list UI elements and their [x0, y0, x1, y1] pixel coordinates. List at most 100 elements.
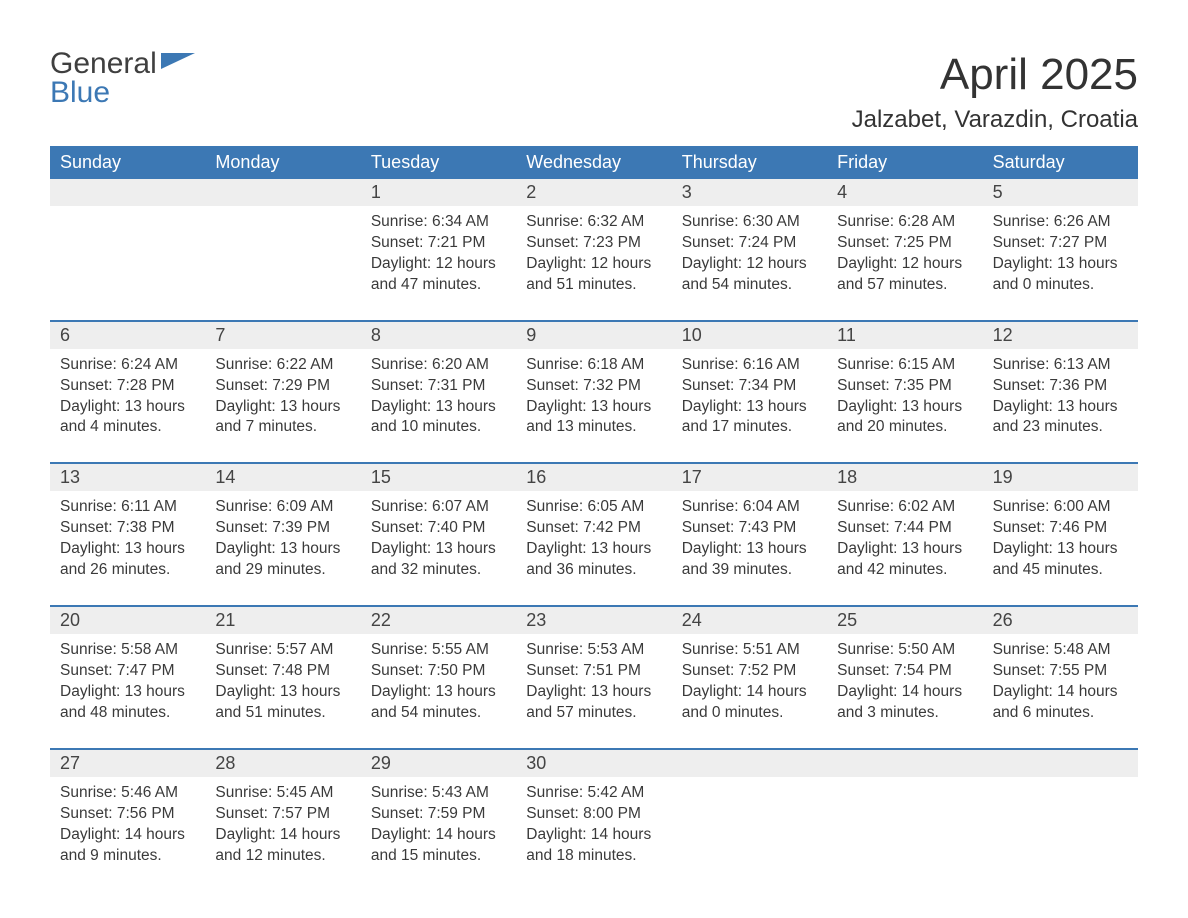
calendar: Sunday Monday Tuesday Wednesday Thursday… — [50, 146, 1138, 870]
sunrise-text: Sunrise: 6:24 AM — [60, 355, 195, 376]
daylight-text: and 47 minutes. — [371, 275, 506, 296]
location-label: Jalzabet, Varazdin, Croatia — [852, 106, 1138, 134]
day-number: 6 — [50, 322, 205, 349]
day-cell: Sunrise: 5:42 AMSunset: 8:00 PMDaylight:… — [516, 777, 671, 871]
daylight-text: Daylight: 13 hours — [371, 397, 506, 418]
sunrise-text: Sunrise: 5:42 AM — [526, 783, 661, 804]
daylight-text: Daylight: 14 hours — [60, 825, 195, 846]
day-cell: Sunrise: 6:24 AMSunset: 7:28 PMDaylight:… — [50, 349, 205, 443]
month-title: April 2025 — [852, 50, 1138, 100]
sunrise-text: Sunrise: 6:16 AM — [682, 355, 817, 376]
dow-cell: Sunday — [50, 146, 205, 179]
sunset-text: Sunset: 7:39 PM — [215, 518, 350, 539]
daylight-text: Daylight: 14 hours — [215, 825, 350, 846]
daylight-text: and 0 minutes. — [993, 275, 1128, 296]
day-number — [827, 750, 982, 777]
day-cell: Sunrise: 6:30 AMSunset: 7:24 PMDaylight:… — [672, 206, 827, 300]
day-number: 17 — [672, 464, 827, 491]
daylight-text: and 48 minutes. — [60, 703, 195, 724]
sunset-text: Sunset: 7:29 PM — [215, 376, 350, 397]
daylight-text: and 9 minutes. — [60, 846, 195, 867]
daylight-text: Daylight: 13 hours — [526, 539, 661, 560]
day-number — [50, 179, 205, 206]
day-number: 14 — [205, 464, 360, 491]
sunrise-text: Sunrise: 5:50 AM — [837, 640, 972, 661]
dow-cell: Friday — [827, 146, 982, 179]
daylight-text: Daylight: 13 hours — [993, 397, 1128, 418]
daynum-row: 12345 — [50, 179, 1138, 206]
day-number: 13 — [50, 464, 205, 491]
daylight-text: Daylight: 12 hours — [837, 254, 972, 275]
sunset-text: Sunset: 7:54 PM — [837, 661, 972, 682]
sunrise-text: Sunrise: 5:48 AM — [993, 640, 1128, 661]
daylight-text: Daylight: 13 hours — [526, 397, 661, 418]
day-cell: Sunrise: 6:26 AMSunset: 7:27 PMDaylight:… — [983, 206, 1138, 300]
daylight-text: and 13 minutes. — [526, 417, 661, 438]
sunrise-text: Sunrise: 6:02 AM — [837, 497, 972, 518]
daylight-text: Daylight: 13 hours — [993, 539, 1128, 560]
day-number: 3 — [672, 179, 827, 206]
sunrise-text: Sunrise: 6:26 AM — [993, 212, 1128, 233]
logo-flag-icon — [161, 49, 195, 78]
sunrise-text: Sunrise: 6:22 AM — [215, 355, 350, 376]
week-row: 12345Sunrise: 6:34 AMSunset: 7:21 PMDayl… — [50, 179, 1138, 300]
day-number: 18 — [827, 464, 982, 491]
day-cell: Sunrise: 6:11 AMSunset: 7:38 PMDaylight:… — [50, 491, 205, 585]
day-cell: Sunrise: 6:09 AMSunset: 7:39 PMDaylight:… — [205, 491, 360, 585]
sunset-text: Sunset: 7:46 PM — [993, 518, 1128, 539]
daynum-row: 6789101112 — [50, 322, 1138, 349]
daylight-text: Daylight: 12 hours — [682, 254, 817, 275]
sunrise-text: Sunrise: 6:34 AM — [371, 212, 506, 233]
daylight-text: Daylight: 13 hours — [215, 682, 350, 703]
day-cell: Sunrise: 5:45 AMSunset: 7:57 PMDaylight:… — [205, 777, 360, 871]
daylight-text: and 15 minutes. — [371, 846, 506, 867]
day-cell: Sunrise: 6:28 AMSunset: 7:25 PMDaylight:… — [827, 206, 982, 300]
daylight-text: and 39 minutes. — [682, 560, 817, 581]
daylight-text: and 45 minutes. — [993, 560, 1128, 581]
day-cell: Sunrise: 5:50 AMSunset: 7:54 PMDaylight:… — [827, 634, 982, 728]
daylight-text: Daylight: 13 hours — [837, 397, 972, 418]
sunset-text: Sunset: 7:44 PM — [837, 518, 972, 539]
daylight-text: and 6 minutes. — [993, 703, 1128, 724]
sunset-text: Sunset: 7:43 PM — [682, 518, 817, 539]
daylight-text: and 36 minutes. — [526, 560, 661, 581]
daylight-text: and 51 minutes. — [215, 703, 350, 724]
day-number: 9 — [516, 322, 671, 349]
day-number: 19 — [983, 464, 1138, 491]
page-header: General Blue April 2025 Jalzabet, Varazd… — [50, 50, 1138, 134]
day-cell: Sunrise: 6:05 AMSunset: 7:42 PMDaylight:… — [516, 491, 671, 585]
day-cell: Sunrise: 6:13 AMSunset: 7:36 PMDaylight:… — [983, 349, 1138, 443]
day-number: 7 — [205, 322, 360, 349]
day-cell: Sunrise: 6:04 AMSunset: 7:43 PMDaylight:… — [672, 491, 827, 585]
week-row: 20212223242526Sunrise: 5:58 AMSunset: 7:… — [50, 605, 1138, 728]
day-cell: Sunrise: 6:16 AMSunset: 7:34 PMDaylight:… — [672, 349, 827, 443]
dow-cell: Tuesday — [361, 146, 516, 179]
dow-cell: Wednesday — [516, 146, 671, 179]
week-row: 27282930Sunrise: 5:46 AMSunset: 7:56 PMD… — [50, 748, 1138, 871]
day-cell: Sunrise: 5:51 AMSunset: 7:52 PMDaylight:… — [672, 634, 827, 728]
day-cell: Sunrise: 5:48 AMSunset: 7:55 PMDaylight:… — [983, 634, 1138, 728]
daylight-text: and 54 minutes. — [682, 275, 817, 296]
sunset-text: Sunset: 7:24 PM — [682, 233, 817, 254]
daylight-text: and 42 minutes. — [837, 560, 972, 581]
daynum-row: 27282930 — [50, 750, 1138, 777]
daylight-text: Daylight: 13 hours — [215, 539, 350, 560]
daylight-text: Daylight: 14 hours — [526, 825, 661, 846]
daylight-text: and 17 minutes. — [682, 417, 817, 438]
sunset-text: Sunset: 7:50 PM — [371, 661, 506, 682]
daylight-text: Daylight: 14 hours — [371, 825, 506, 846]
sunset-text: Sunset: 7:40 PM — [371, 518, 506, 539]
day-cell: Sunrise: 6:20 AMSunset: 7:31 PMDaylight:… — [361, 349, 516, 443]
sunrise-text: Sunrise: 6:30 AM — [682, 212, 817, 233]
day-number: 21 — [205, 607, 360, 634]
day-number: 30 — [516, 750, 671, 777]
sunset-text: Sunset: 8:00 PM — [526, 804, 661, 825]
daylight-text: Daylight: 14 hours — [682, 682, 817, 703]
daylight-text: and 0 minutes. — [682, 703, 817, 724]
daylight-text: Daylight: 12 hours — [371, 254, 506, 275]
day-cell: Sunrise: 5:43 AMSunset: 7:59 PMDaylight:… — [361, 777, 516, 871]
day-cell: Sunrise: 5:53 AMSunset: 7:51 PMDaylight:… — [516, 634, 671, 728]
sunset-text: Sunset: 7:57 PM — [215, 804, 350, 825]
sunset-text: Sunset: 7:55 PM — [993, 661, 1128, 682]
sunrise-text: Sunrise: 6:09 AM — [215, 497, 350, 518]
